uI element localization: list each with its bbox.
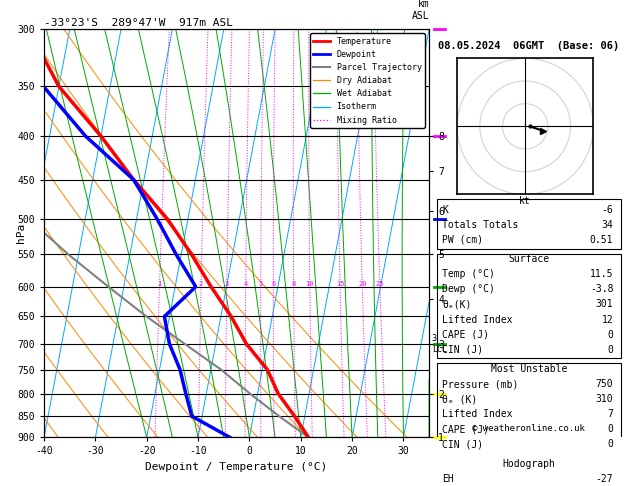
Text: 301: 301 <box>596 299 613 310</box>
Text: CIN (J): CIN (J) <box>442 439 484 450</box>
Text: Dewp (°C): Dewp (°C) <box>442 284 495 295</box>
Text: 15: 15 <box>336 281 344 287</box>
Text: 4: 4 <box>243 281 248 287</box>
Text: Most Unstable: Most Unstable <box>491 364 567 374</box>
Text: Temp (°C): Temp (°C) <box>442 269 495 279</box>
Text: -33°23'S  289°47'W  917m ASL: -33°23'S 289°47'W 917m ASL <box>44 18 233 28</box>
Text: 0: 0 <box>608 424 613 434</box>
Text: θₑ(K): θₑ(K) <box>442 299 472 310</box>
Text: θₑ (K): θₑ (K) <box>442 394 477 404</box>
Text: 11.5: 11.5 <box>590 269 613 279</box>
Text: CAPE (J): CAPE (J) <box>442 424 489 434</box>
Text: 12: 12 <box>601 314 613 325</box>
Text: 2: 2 <box>199 281 203 287</box>
Text: 0: 0 <box>608 439 613 450</box>
Text: -27: -27 <box>596 474 613 484</box>
Text: 3: 3 <box>225 281 229 287</box>
Text: -6: -6 <box>601 205 613 215</box>
X-axis label: kt: kt <box>520 196 531 206</box>
Text: 3
LCL: 3 LCL <box>431 334 447 354</box>
Text: 0: 0 <box>608 330 613 340</box>
Legend: Temperature, Dewpoint, Parcel Trajectory, Dry Adiabat, Wet Adiabat, Isotherm, Mi: Temperature, Dewpoint, Parcel Trajectory… <box>310 34 425 128</box>
Text: 310: 310 <box>596 394 613 404</box>
Text: -3.8: -3.8 <box>590 284 613 295</box>
Text: 0.51: 0.51 <box>590 235 613 245</box>
Text: km
ASL: km ASL <box>411 0 429 21</box>
Text: 750: 750 <box>596 379 613 389</box>
Text: Hodograph: Hodograph <box>503 459 555 469</box>
Text: PW (cm): PW (cm) <box>442 235 484 245</box>
Text: Lifted Index: Lifted Index <box>442 314 513 325</box>
Text: CAPE (J): CAPE (J) <box>442 330 489 340</box>
Text: Surface: Surface <box>508 254 549 264</box>
Text: hPa: hPa <box>16 223 26 243</box>
Text: 08.05.2024  06GMT  (Base: 06): 08.05.2024 06GMT (Base: 06) <box>438 41 620 52</box>
X-axis label: Dewpoint / Temperature (°C): Dewpoint / Temperature (°C) <box>145 462 328 472</box>
Text: 34: 34 <box>601 220 613 230</box>
Text: Totals Totals: Totals Totals <box>442 220 519 230</box>
Text: CIN (J): CIN (J) <box>442 345 484 355</box>
Text: 5: 5 <box>259 281 263 287</box>
Text: 7: 7 <box>608 409 613 419</box>
Text: 6: 6 <box>271 281 276 287</box>
Text: © weatheronline.co.uk: © weatheronline.co.uk <box>472 424 585 434</box>
Text: EH: EH <box>442 474 454 484</box>
Text: K: K <box>442 205 448 215</box>
Text: 0: 0 <box>608 345 613 355</box>
Text: 10: 10 <box>306 281 314 287</box>
Text: 25: 25 <box>376 281 384 287</box>
Text: Lifted Index: Lifted Index <box>442 409 513 419</box>
Text: Pressure (mb): Pressure (mb) <box>442 379 519 389</box>
Text: 8: 8 <box>291 281 296 287</box>
Text: 1: 1 <box>157 281 162 287</box>
Text: 20: 20 <box>358 281 367 287</box>
